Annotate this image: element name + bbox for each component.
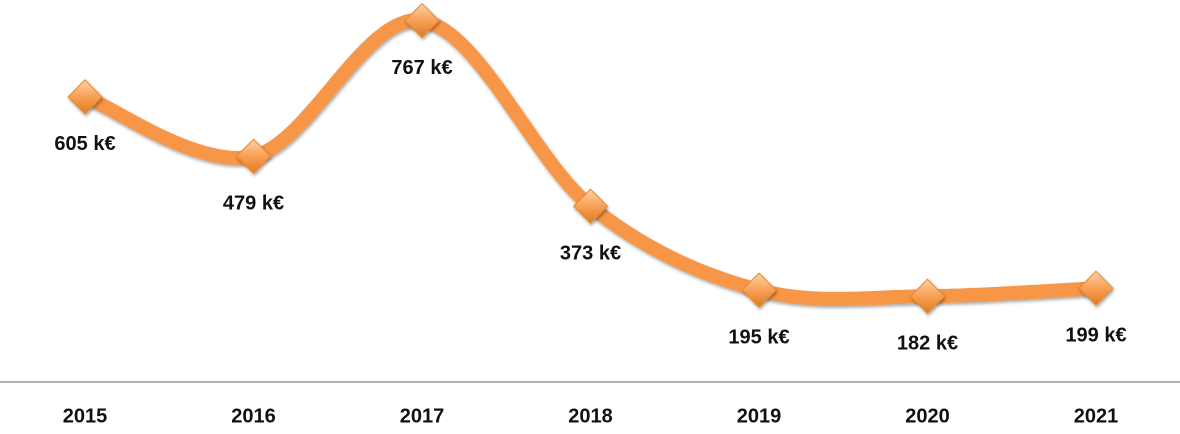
data-label: 195 k€ xyxy=(728,326,789,348)
x-tick-label: 2020 xyxy=(905,405,950,427)
marker xyxy=(909,278,946,314)
x-tick-label: 2019 xyxy=(737,405,782,427)
x-tick-label: 2015 xyxy=(63,405,108,427)
data-label: 199 k€ xyxy=(1065,325,1126,347)
x-tick-label: 2018 xyxy=(568,405,613,427)
data-label: 605 k€ xyxy=(54,133,115,155)
data-label: 479 k€ xyxy=(223,193,284,215)
marker xyxy=(572,188,609,224)
data-label: 767 k€ xyxy=(391,57,452,79)
x-tick-label: 2016 xyxy=(231,405,276,427)
marker xyxy=(404,2,440,39)
marker xyxy=(67,79,103,115)
data-label: 373 k€ xyxy=(560,243,621,265)
marker xyxy=(741,272,777,308)
marker xyxy=(235,138,272,174)
marker xyxy=(1078,270,1114,306)
data-label: 182 k€ xyxy=(897,333,958,355)
x-tick-label: 2021 xyxy=(1074,405,1119,427)
x-tick-label: 2017 xyxy=(400,405,445,427)
